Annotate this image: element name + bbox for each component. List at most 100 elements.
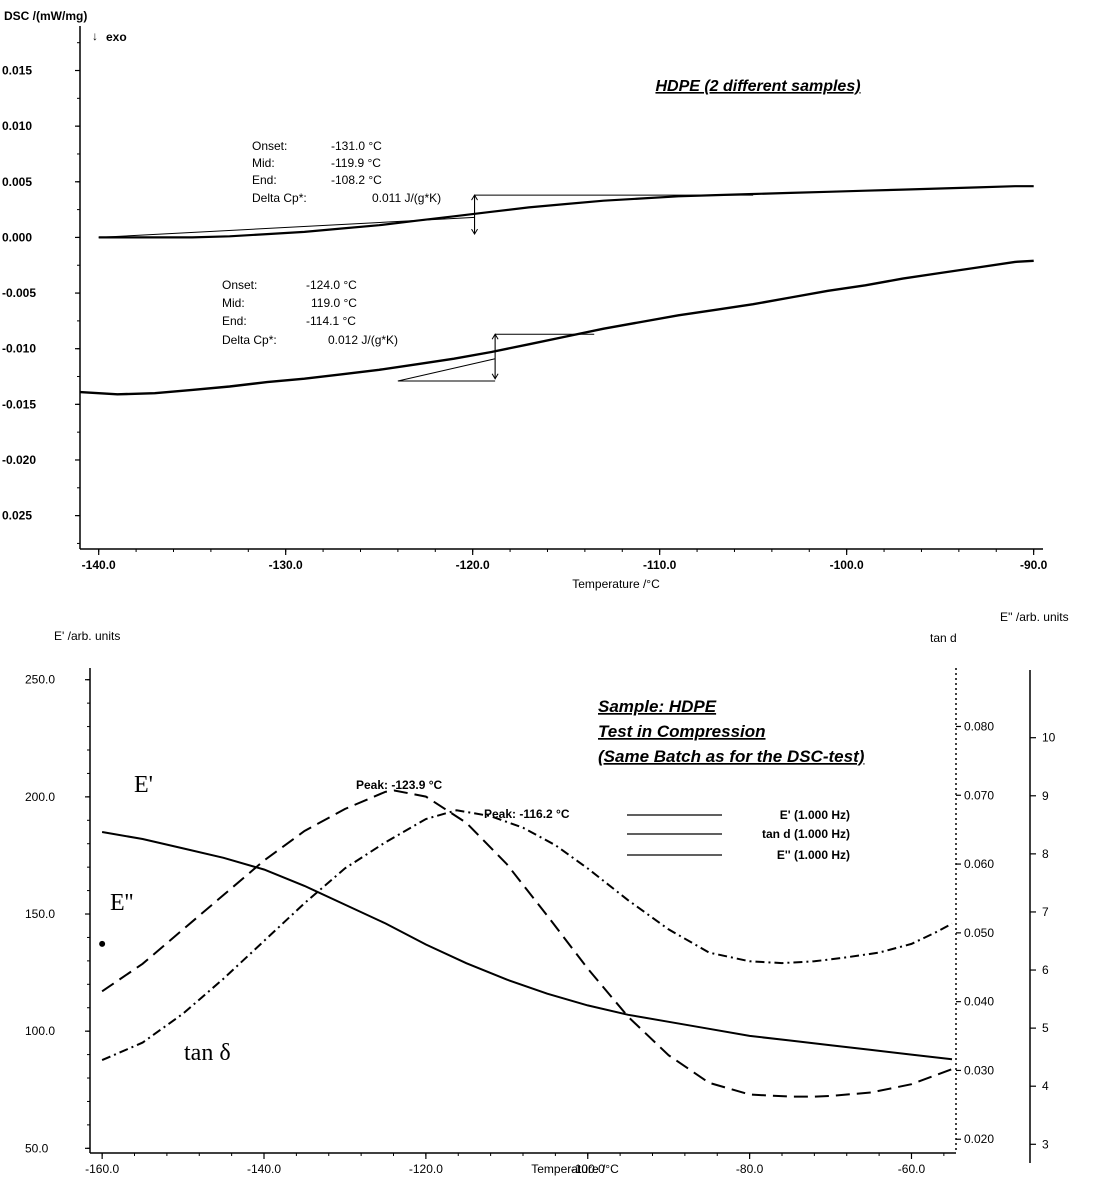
ann2-onset-label: Onset: bbox=[222, 278, 257, 292]
left-axis-tick-label: 100.0 bbox=[25, 1024, 55, 1038]
e2-axis-tick-label: 8 bbox=[1042, 847, 1049, 861]
dsc-curve-1 bbox=[98, 185, 1034, 239]
ann2-mid-value: 119.0 °C bbox=[311, 296, 357, 310]
dsc-x-tick-label: -120.0 bbox=[456, 558, 490, 572]
dsc-y-tick-label: 0.015 bbox=[2, 64, 32, 78]
dma-chart: E' /arb. units tan d E'' /arb. units 250… bbox=[25, 610, 1069, 1176]
e2-axis-tick-label: 10 bbox=[1042, 731, 1056, 745]
left-axis-label: E' /arb. units bbox=[54, 629, 120, 643]
dma-x-tick-label: -140.0 bbox=[247, 1162, 281, 1176]
dsc-y-tick-label: -0.015 bbox=[2, 397, 36, 411]
legend-label-e1: E' (1.000 Hz) bbox=[780, 808, 850, 822]
dsc-series-group bbox=[79, 185, 1034, 396]
tan-axis-tick-label: 0.070 bbox=[964, 788, 994, 802]
dsc-curve-2 bbox=[79, 259, 1034, 396]
ann1-end-value: -108.2 °C bbox=[331, 173, 382, 187]
dsc-x-tick-label: -130.0 bbox=[269, 558, 303, 572]
tan-axis-tick-label: 0.030 bbox=[964, 1063, 994, 1077]
legend: E' (1.000 Hz) tan d (1.000 Hz) E'' (1.00… bbox=[627, 808, 850, 862]
left-axis-tick-label: 150.0 bbox=[25, 907, 55, 921]
dsc2-arrow-head-bottom bbox=[491, 373, 499, 380]
dsc1-arrow-head-top bbox=[471, 194, 478, 201]
dsc-x-tick-label: -100.0 bbox=[830, 558, 864, 572]
dsc-y-ticks: 0.015 0.010 0.005 0.000 -0.005 -0.010 -0.015 -0… bbox=[2, 42, 80, 544]
dma-x-tick-label: -120.0 bbox=[409, 1162, 443, 1176]
ann1-delta-label: Delta Cp*: bbox=[252, 191, 307, 205]
dsc-x-axis-label: Temperature /°C bbox=[572, 577, 660, 591]
dsc-y-tick-label: -0.005 bbox=[2, 286, 36, 300]
dsc-annotation-1: Onset: -131.0 °C Mid: -119.9 °C End: -10… bbox=[252, 139, 441, 205]
dsc-chart: DSC /(mW/mg) ↓ exo 0.015 0.010 0.005 0.000 -… bbox=[2, 9, 1048, 591]
dsc-chart-title: HDPE (2 different samples) bbox=[655, 78, 860, 95]
dsc1-baseline-tangent bbox=[98, 216, 475, 238]
ann1-mid-value: -119.9 °C bbox=[331, 156, 381, 170]
dsc-annotation-2: Onset: -124.0 °C Mid: 119.0 °C End: -114… bbox=[222, 278, 398, 347]
dma-x-axis-label: Temperature /°C bbox=[531, 1162, 619, 1176]
label-e2: E'' bbox=[110, 890, 133, 916]
dma-x-tick-label: -60.0 bbox=[898, 1162, 926, 1176]
ann2-mid-label: Mid: bbox=[222, 296, 245, 310]
dma-x-tick-label: -80.0 bbox=[736, 1162, 764, 1176]
e2-axis-label: E'' /arb. units bbox=[1000, 610, 1069, 624]
dsc-x-tick-label: -90.0 bbox=[1020, 558, 1048, 572]
ann2-end-value: -114.1 °C bbox=[306, 314, 356, 328]
exo-arrow-icon: ↓ bbox=[92, 29, 98, 43]
dsc-y-tick-label: 0.005 bbox=[2, 175, 32, 189]
tan-axis-label: tan d bbox=[930, 631, 957, 645]
e2-axis-tick-label: 7 bbox=[1042, 905, 1049, 919]
dsc-x-ticks: -140.0 -130.0 -120.0 -110.0 -100.0 -90.0 bbox=[82, 549, 1048, 572]
dma-title-line-1: Sample: HDPE bbox=[598, 697, 717, 716]
dma-ticks: 250.0 200.0 150.0 100.0 50.0 0.080 0.070 0.060 0… bbox=[25, 673, 1056, 1176]
dma-series-group bbox=[99, 789, 953, 1098]
peak-label-tan: Peak: -123.9 °C bbox=[356, 778, 443, 792]
label-tan: tan δ bbox=[184, 1040, 231, 1066]
ann1-onset-label: Onset: bbox=[252, 139, 287, 153]
ann2-delta-value: 0.012 J/(g*K) bbox=[328, 333, 398, 347]
dsc-evaluation-lines bbox=[98, 194, 754, 382]
e2-axis-tick-label: 6 bbox=[1042, 963, 1049, 977]
dsc1-arrow-head-bottom bbox=[471, 228, 478, 236]
label-e1: E' bbox=[134, 772, 153, 798]
tan-axis-tick-label: 0.080 bbox=[964, 719, 994, 733]
ann2-delta-label: Delta Cp*: bbox=[222, 333, 277, 347]
dsc-y-tick-label: -0.020 bbox=[2, 453, 36, 467]
exo-label: exo bbox=[106, 30, 127, 44]
tan-axis-tick-label: 0.020 bbox=[964, 1132, 994, 1146]
ann2-end-label: End: bbox=[222, 314, 247, 328]
dma-series-tan bbox=[101, 789, 953, 1098]
dma-x-tick-label: -100.0 bbox=[571, 1162, 605, 1176]
dma-x-tick-label: -160.0 bbox=[85, 1162, 119, 1176]
dsc-y-tick-label: 0.010 bbox=[2, 119, 32, 133]
ann1-mid-label: Mid: bbox=[252, 156, 275, 170]
left-axis-tick-label: 50.0 bbox=[25, 1141, 49, 1155]
ann1-end-label: End: bbox=[252, 173, 277, 187]
e2-axis-tick-label: 5 bbox=[1042, 1021, 1049, 1035]
dsc-x-tick-label: -110.0 bbox=[643, 558, 677, 572]
dma-title-line-2: Test in Compression bbox=[598, 722, 766, 741]
legend-label-tan: tan d (1.000 Hz) bbox=[762, 827, 850, 841]
dsc-y-tick-label: -0.010 bbox=[2, 342, 36, 356]
left-axis-tick-label: 250.0 bbox=[25, 673, 55, 687]
e2-axis-tick-label: 9 bbox=[1042, 789, 1049, 803]
ann2-onset-value: -124.0 °C bbox=[306, 278, 357, 292]
dsc-x-tick-label: -140.0 bbox=[82, 558, 116, 572]
e2-start-marker bbox=[99, 940, 106, 947]
dsc-y-tick-label: 0.025 bbox=[2, 509, 32, 523]
dsc2-inflection-tangent bbox=[397, 358, 496, 382]
left-axis-tick-label: 200.0 bbox=[25, 790, 55, 804]
dma-title-line-3: (Same Batch as for the DSC-test) bbox=[598, 747, 865, 766]
tan-axis-tick-label: 0.050 bbox=[964, 926, 994, 940]
ann1-delta-value: 0.011 J/(g*K) bbox=[372, 191, 441, 205]
dsc-y-tick-label: 0.000 bbox=[2, 230, 32, 244]
tan-axis-tick-label: 0.040 bbox=[964, 995, 994, 1009]
tan-axis-tick-label: 0.060 bbox=[964, 857, 994, 871]
peak-label-e2: Peak: -116.2 °C bbox=[484, 807, 570, 821]
dsc-y-axis-label: DSC /(mW/mg) bbox=[4, 9, 87, 23]
legend-label-e2: E'' (1.000 Hz) bbox=[777, 848, 850, 862]
dma-series-left bbox=[101, 831, 953, 1061]
ann1-onset-value: -131.0 °C bbox=[331, 139, 382, 153]
dsc2-arrow-head-top bbox=[491, 333, 499, 340]
e2-axis-tick-label: 3 bbox=[1042, 1137, 1049, 1151]
e2-axis-tick-label: 4 bbox=[1042, 1079, 1049, 1093]
